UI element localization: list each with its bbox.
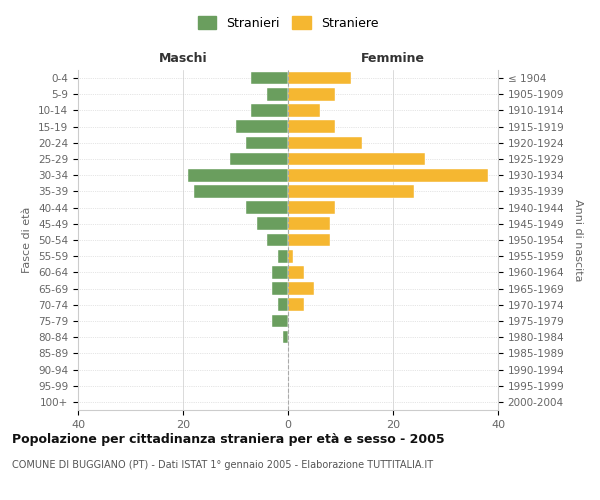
Text: Femmine: Femmine: [361, 52, 425, 65]
Bar: [251, 72, 288, 85]
Bar: [277, 250, 288, 262]
Text: COMUNE DI BUGGIANO (PT) - Dati ISTAT 1° gennaio 2005 - Elaborazione TUTTITALIA.I: COMUNE DI BUGGIANO (PT) - Dati ISTAT 1° …: [12, 460, 433, 469]
Bar: [257, 218, 288, 230]
Bar: [288, 282, 314, 295]
Bar: [288, 266, 304, 278]
Bar: [288, 152, 425, 166]
Bar: [288, 169, 487, 181]
Bar: [288, 120, 335, 133]
Bar: [235, 120, 288, 133]
Bar: [230, 152, 288, 166]
Bar: [288, 185, 414, 198]
Bar: [267, 234, 288, 246]
Bar: [288, 234, 330, 246]
Bar: [246, 136, 288, 149]
Bar: [188, 169, 288, 181]
Bar: [283, 331, 288, 344]
Text: Maschi: Maschi: [158, 52, 208, 65]
Bar: [288, 136, 361, 149]
Bar: [288, 218, 330, 230]
Bar: [288, 104, 320, 117]
Bar: [277, 298, 288, 311]
Bar: [288, 250, 293, 262]
Bar: [272, 266, 288, 278]
Legend: Stranieri, Straniere: Stranieri, Straniere: [193, 11, 383, 35]
Bar: [288, 298, 304, 311]
Bar: [272, 314, 288, 328]
Y-axis label: Fasce di età: Fasce di età: [22, 207, 32, 273]
Bar: [272, 282, 288, 295]
Bar: [193, 185, 288, 198]
Bar: [267, 88, 288, 101]
Bar: [288, 202, 335, 214]
Text: Popolazione per cittadinanza straniera per età e sesso - 2005: Popolazione per cittadinanza straniera p…: [12, 432, 445, 446]
Bar: [288, 72, 351, 85]
Bar: [288, 88, 335, 101]
Y-axis label: Anni di nascita: Anni di nascita: [573, 198, 583, 281]
Bar: [251, 104, 288, 117]
Bar: [246, 202, 288, 214]
